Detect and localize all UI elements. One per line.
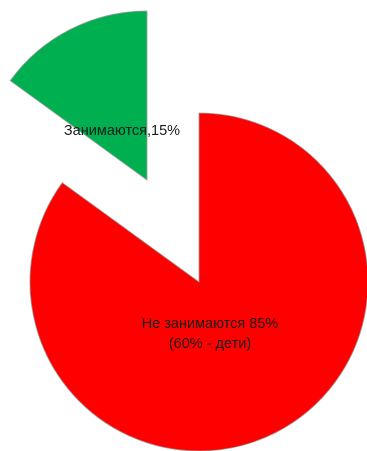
pie-slice-label-line: Занимаются,15% <box>64 123 180 139</box>
pie-slice-label-line: (60% - дети) <box>169 336 251 352</box>
pie-slices <box>9 10 367 451</box>
pie-slice-label-engaged: Занимаются,15% <box>64 123 180 139</box>
pie-slice-label-not-engaged: Не занимаются 85% (60% - дети) <box>142 316 279 352</box>
pie-slice-label-line: Не занимаются 85% <box>142 316 279 332</box>
pie-slice-engaged <box>9 10 148 181</box>
pie-labels: Занимаются,15% Не занимаются 85% (60% - де… <box>64 123 278 352</box>
pie-slice-not-engaged <box>29 112 367 451</box>
